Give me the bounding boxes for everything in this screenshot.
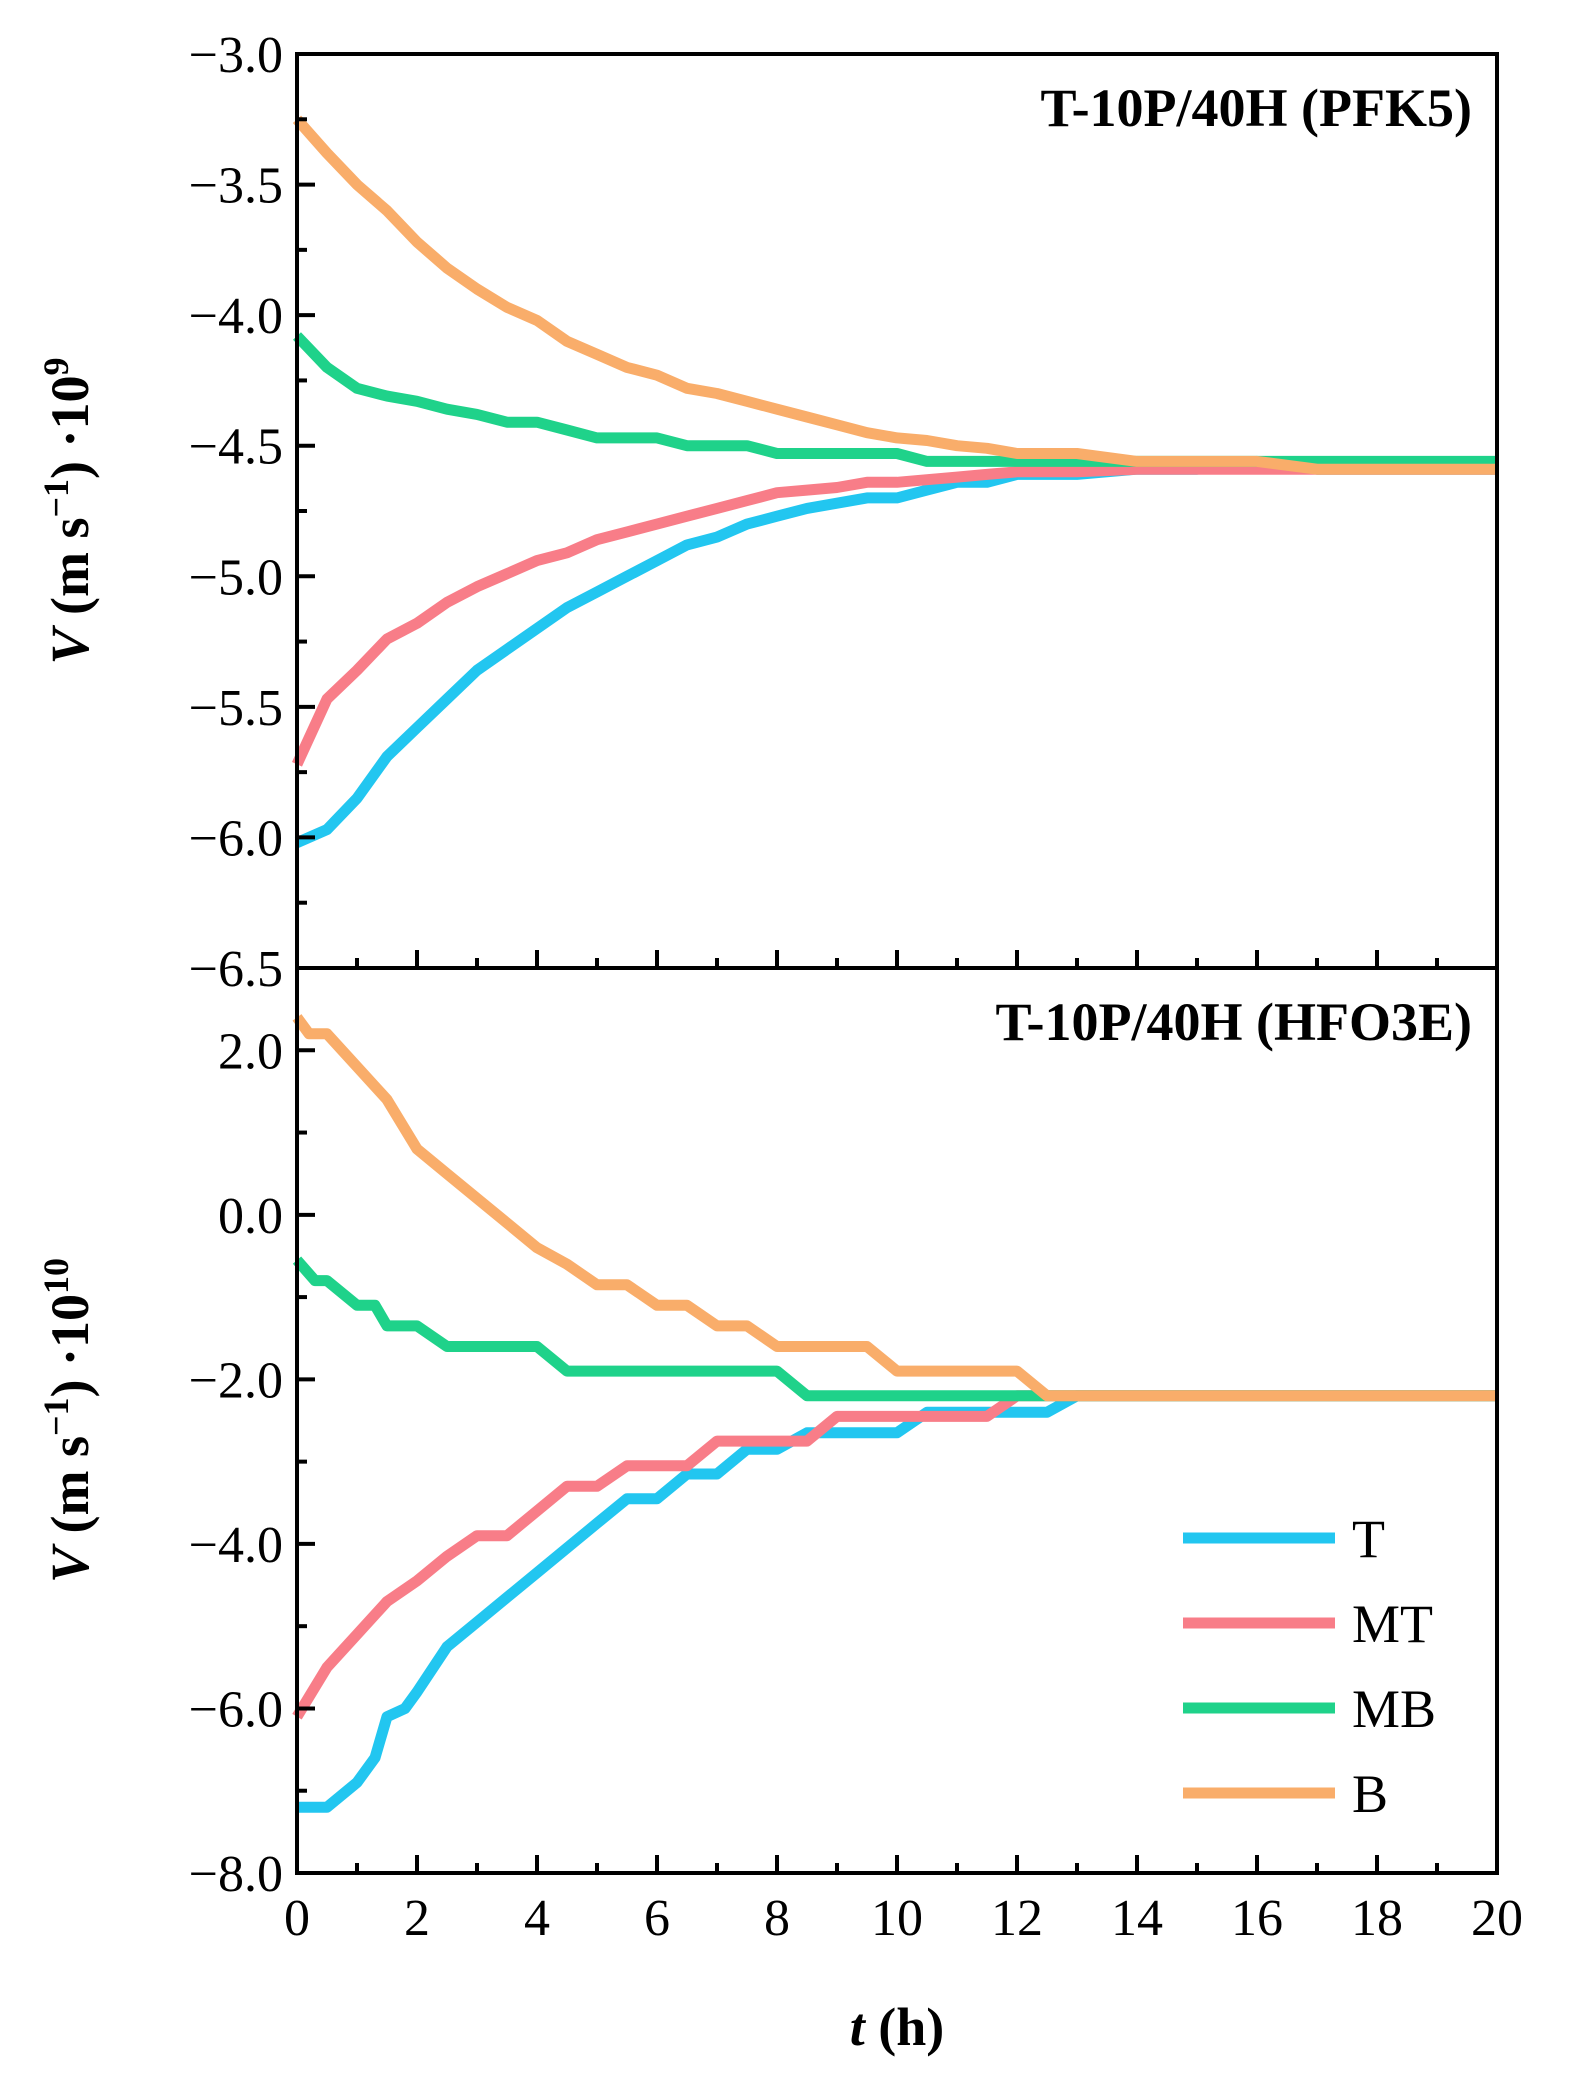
y-tick-label: −6.0: [189, 1681, 283, 1738]
series-line-b: [292, 1014, 1497, 1402]
y-tick-label: −6.0: [189, 810, 283, 867]
x-tick-label: 6: [644, 1890, 670, 1947]
x-tick-label: 12: [991, 1890, 1043, 1947]
series-group-hfo3e: [292, 1014, 1497, 1813]
ylabel-exp1: −1: [36, 479, 76, 518]
y-tick-label: −2.0: [189, 1352, 283, 1409]
panel-pfk5: −3.0 −3.5 −4.0 −4.5 −5.0 −5.5 −6.0 −6.5 T-10P/4…: [36, 27, 1499, 998]
ylabel-var: V: [40, 1543, 100, 1583]
y-tick-label: −3.0: [189, 27, 283, 84]
x-tick-labels: 0 2 4 6 8 10 12 14 16 18 20: [284, 1890, 1523, 1947]
y-tick-label: −4.5: [189, 419, 283, 476]
x-tick-label: 4: [524, 1890, 550, 1947]
series-line-mt: [292, 463, 1497, 767]
legend-label-t: T: [1352, 1509, 1385, 1569]
x-tick-label: 18: [1351, 1890, 1403, 1947]
legend: T MT MB B: [1183, 1509, 1436, 1824]
ylabel-exp2: 9: [36, 357, 76, 375]
x-tick-label: 0: [284, 1890, 310, 1947]
y-tick-label: −4.0: [189, 288, 283, 345]
series-line-t: [294, 455, 1497, 848]
plot-frame-pfk5: [295, 52, 1499, 970]
x-tick-label: 14: [1111, 1890, 1163, 1947]
ylabel-close: ) ·10: [40, 375, 100, 479]
ylabel-close: ) ·10: [40, 1294, 100, 1398]
xlabel-units: (h): [865, 1997, 945, 2057]
y-tick-label: −5.0: [189, 549, 283, 606]
y-tick-label: 2.0: [218, 1023, 283, 1080]
y-axis-label-hfo3e: V (m s−1) ·1010: [36, 1258, 100, 1583]
x-tick-label: 20: [1471, 1890, 1523, 1947]
legend-label-b: B: [1352, 1764, 1388, 1824]
ticks-hfo3e: 2.0 0.0 −2.0 −4.0 −6.0 −8.0: [189, 1023, 1499, 1903]
x-tick-label: 10: [871, 1890, 923, 1947]
ylabel-exp2: 10: [36, 1258, 76, 1294]
series-group-pfk5: [292, 115, 1497, 848]
series-line-mb: [292, 1256, 1497, 1402]
series-line-mt: [292, 1390, 1497, 1720]
ylabel-var: V: [40, 625, 100, 665]
y-tick-label: 0.0: [218, 1188, 283, 1245]
xlabel-var: t: [850, 1997, 867, 2057]
y-tick-label: −3.5: [189, 158, 283, 215]
ticks-pfk5: −3.0 −3.5 −4.0 −4.5 −5.0 −5.5 −6.0 −6.5: [189, 27, 1499, 998]
panel-title-hfo3e: T-10P/40H (HFO3E): [995, 992, 1472, 1052]
panel-hfo3e: 2.0 0.0 −2.0 −4.0 −6.0 −8.0 T-10P/40H (HFO3E)…: [36, 966, 1499, 1903]
y-tick-label: −4.0: [189, 1517, 283, 1574]
series-line-t: [297, 1390, 1497, 1813]
legend-label-mt: MT: [1352, 1594, 1433, 1654]
panel-title-pfk5: T-10P/40H (PFK5): [1041, 78, 1472, 138]
x-tick-label: 2: [404, 1890, 430, 1947]
x-tick-label: 8: [764, 1890, 790, 1947]
y-tick-label: −6.5: [189, 941, 283, 998]
y-tick-label: −5.5: [189, 680, 283, 737]
y-axis-label-pfk5: V (m s−1) ·109: [36, 357, 100, 664]
series-line-b: [292, 115, 1497, 475]
ylabel-exp1: −1: [36, 1397, 76, 1436]
y-tick-label: −8.0: [189, 1846, 283, 1903]
ylabel-units: (m s: [40, 518, 100, 629]
x-axis-label: t (h): [850, 1997, 945, 2057]
ylabel-units: (m s: [40, 1436, 100, 1547]
legend-label-mb: MB: [1352, 1679, 1436, 1739]
x-tick-label: 16: [1231, 1890, 1283, 1947]
